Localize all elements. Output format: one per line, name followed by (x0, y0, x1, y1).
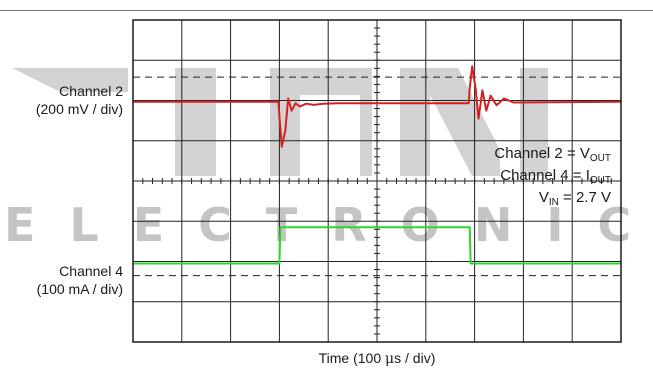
reference-lines (133, 76, 621, 277)
traces (133, 65, 622, 265)
legend-vin: VIN = 2.7 V (539, 189, 611, 208)
x-axis-label: Time (100 μs / div) (133, 350, 621, 367)
x-axis-label-suffix: s / div) (394, 350, 436, 366)
plot-frame (132, 19, 622, 343)
top-rule (0, 10, 653, 11)
legend-channel2-sub: OUT (589, 153, 611, 164)
channel2-label: Channel 2 (200 mV / div) (36, 82, 123, 118)
x-axis-label-mu: μ (385, 351, 395, 367)
legend-vin-prefix: V (538, 189, 549, 206)
channel4-label: Channel 4 (100 mA / div) (37, 262, 123, 298)
channel2-scale: (200 mV / div) (35, 101, 123, 117)
trace-channel4 (133, 226, 621, 265)
legend-channel4-prefix: Channel 4 = I (500, 167, 590, 184)
legend-channel4: Channel 4 = IOUT (500, 167, 611, 186)
trace-channel2 (133, 65, 622, 148)
watermark-text: ELECTRONIC (4, 198, 653, 252)
channel4-name: Channel 4 (59, 263, 123, 279)
legend-channel2-prefix: Channel 2 = V (494, 145, 590, 162)
legend-vin-suffix: = 2.7 V (558, 189, 611, 206)
legend-channel2: Channel 2 = VOUT (494, 145, 611, 164)
x-axis-label-prefix: Time (100 (318, 350, 386, 366)
channel2-name: Channel 2 (59, 83, 123, 99)
legend-channel4-sub: OUT (589, 175, 611, 186)
grid (132, 19, 622, 343)
channel4-scale: (100 mA / div) (36, 281, 123, 297)
legend-vin-sub: IN (548, 197, 559, 208)
